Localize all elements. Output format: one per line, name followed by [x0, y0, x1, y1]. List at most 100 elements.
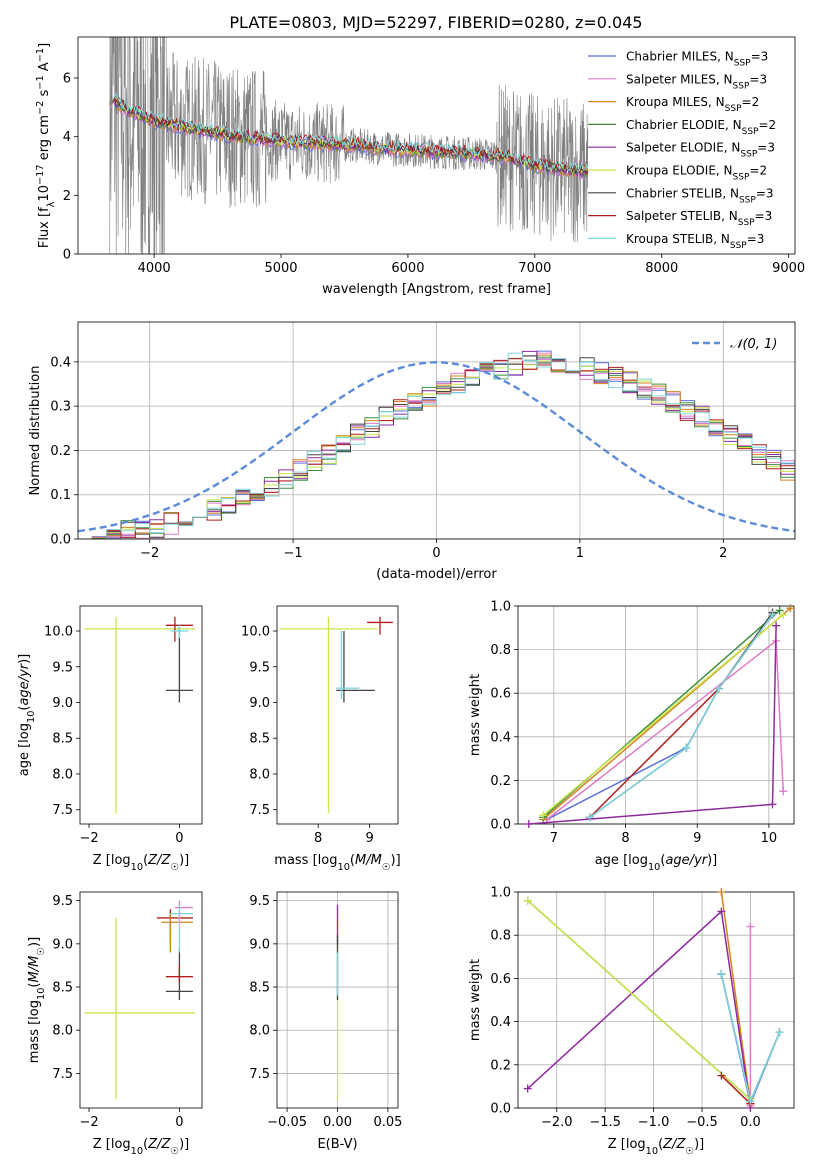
- x-axis-label: age [log10(age/yr)]: [595, 853, 718, 873]
- age-vs-mass-panel: 8 9 7.5 8.0 8.5 9.0 9.5 10.0 mass [log10(M/M☉)]: [241, 605, 401, 873]
- y-tick-label: 0.2: [490, 774, 511, 789]
- x-tick-label: 6000: [391, 261, 424, 276]
- mass-weight-marker: [539, 811, 548, 820]
- y-tick-label: 0.6: [490, 972, 511, 987]
- axes-frame: [77, 36, 796, 255]
- x-tick-label: 8: [621, 831, 629, 846]
- axes-frame: [79, 891, 203, 1109]
- y-tick-label: 8.5: [52, 981, 73, 996]
- y-tick-label: 0.2: [490, 1058, 511, 1073]
- x-tick-label: −0.05: [267, 1115, 307, 1130]
- gaussian-reference-curve: [78, 361, 795, 533]
- x-tick-label: −2.0: [541, 1115, 573, 1130]
- legend-label: Kroupa ELODIE, NSSP=2: [626, 164, 767, 183]
- axes-frame: [79, 605, 203, 825]
- mass-weight-marker: [714, 684, 723, 693]
- x-axis-label: wavelength [Angstrom, rest frame]: [322, 282, 551, 297]
- mass-weight-marker: [717, 907, 726, 916]
- y-tick-label: 8.0: [52, 1024, 73, 1039]
- y-tick-label: 9.5: [52, 894, 73, 909]
- x-tick-label: 0.00: [323, 1115, 352, 1130]
- x-tick-label: 8: [314, 831, 322, 846]
- age-vs-metallicity-panel: −2 0 7.5 8.0 8.5 9.0 9.5 10.0 Z [log10(Z/Z☉)] age…: [17, 605, 203, 873]
- y-tick-label: 8.0: [249, 767, 270, 782]
- y-tick-label: 0.3: [50, 400, 71, 415]
- x-tick-label: 0.05: [373, 1115, 402, 1130]
- x-tick-label: −1.5: [589, 1115, 621, 1130]
- legend-label: Salpeter MILES, NSSP=3: [626, 72, 767, 91]
- y-tick-label: 7.5: [52, 1067, 73, 1082]
- mass-weight-marker: [523, 896, 532, 905]
- x-tick-label: 2: [719, 546, 727, 561]
- mass-vs-metallicity-panel: −2 0 7.5 8.0 8.5 9.0 9.5 Z [log10(Z/Z☉)] mass [l…: [27, 891, 203, 1157]
- legend-label: 𝒩(0, 1): [730, 337, 777, 352]
- x-tick-label: 7000: [518, 261, 551, 276]
- y-tick-label: 9.5: [52, 660, 73, 675]
- y-tick-label: 0.4: [50, 355, 71, 370]
- x-tick-label: 0.0: [740, 1115, 761, 1130]
- observed-spectrum-line: [109, 37, 589, 254]
- x-tick-label: 5000: [264, 261, 297, 276]
- x-tick-label: −0.5: [686, 1115, 718, 1130]
- mass-vs-reddening-panel: −0.05 0.00 0.05 7.5 8.0 8.5 9.0 9.5 E(B-V): [249, 891, 402, 1152]
- model-spectrum-line: [109, 92, 589, 173]
- model-spectrum-line: [109, 97, 589, 179]
- axes-frame: [276, 605, 399, 825]
- x-tick-label: 1: [576, 546, 584, 561]
- y-tick-label: 0.4: [490, 1015, 511, 1030]
- x-axis-label: Z [log10(Z/Z☉)]: [93, 1137, 190, 1157]
- chart-title: PLATE=0803, MJD=52297, FIBERID=0280, z=0…: [229, 13, 642, 32]
- y-axis-label: Normed distribution: [28, 366, 43, 496]
- mass-weight-line: [542, 614, 784, 816]
- x-tick-label: 7: [550, 831, 558, 846]
- x-tick-label: 0: [432, 546, 440, 561]
- y-tick-label: 9.5: [249, 660, 270, 675]
- x-tick-label: −2: [79, 831, 98, 846]
- y-tick-label: 8.5: [249, 981, 270, 996]
- axes-frame: [517, 891, 795, 1109]
- y-axis-label: Flux [fλ10−17 erg cm−2 s−1 A−1]: [35, 43, 57, 248]
- y-tick-label: 9.5: [249, 894, 270, 909]
- mass-weight-line: [720, 1075, 751, 1105]
- mass-weight-line: [720, 891, 752, 1104]
- legend-label: Kroupa STELIB, NSSP=3: [626, 232, 764, 251]
- spectrum-panel: 4000 5000 6000 7000 8000 9000 0 2 4 6 wavelength […: [35, 36, 805, 297]
- x-tick-label: 9: [693, 831, 701, 846]
- plot-area: [78, 350, 795, 539]
- mass-weight-marker: [768, 610, 777, 619]
- mass-weight-marker: [717, 970, 726, 979]
- y-tick-label: 6: [63, 72, 71, 87]
- mass-weight-marker: [585, 813, 594, 822]
- legend-label: Salpeter ELODIE, NSSP=3: [626, 141, 775, 160]
- y-tick-label: 0.0: [50, 533, 71, 548]
- x-tick-label: 8000: [645, 261, 678, 276]
- x-tick-label: 0: [175, 1115, 183, 1130]
- y-tick-label: 0.8: [490, 643, 511, 658]
- y-axis-label: age [log10(age/yr)]: [17, 654, 37, 777]
- mass-weight-marker: [717, 888, 726, 896]
- mass-weight-marker: [768, 800, 777, 809]
- x-axis-label: E(B-V): [317, 1137, 357, 1152]
- mass-weight-line: [589, 614, 774, 819]
- x-tick-label: 10: [761, 831, 778, 846]
- y-tick-label: 2: [63, 189, 71, 204]
- x-tick-label: −1.0: [638, 1115, 670, 1130]
- x-tick-label: −1: [284, 546, 303, 561]
- mass-weight-marker: [746, 1097, 755, 1106]
- mass-weight-line: [589, 614, 774, 819]
- mass-weight-marker: [717, 1071, 726, 1080]
- y-tick-label: 7.5: [249, 1067, 270, 1082]
- x-tick-label: −2: [79, 1115, 98, 1130]
- y-tick-label: 0.0: [490, 818, 511, 833]
- y-tick-label: 0: [63, 248, 71, 263]
- mass-weight-marker: [779, 787, 788, 796]
- y-tick-label: 0.0: [490, 1102, 511, 1117]
- y-tick-label: 8.0: [249, 1024, 270, 1039]
- axes-frame: [517, 605, 795, 825]
- y-tick-label: 7.5: [52, 803, 73, 818]
- legend-label: Chabrier ELODIE, NSSP=2: [626, 118, 776, 137]
- mass-weight-marker: [775, 1028, 784, 1037]
- y-tick-label: 9.0: [249, 937, 270, 952]
- x-tick-label: 4000: [138, 261, 171, 276]
